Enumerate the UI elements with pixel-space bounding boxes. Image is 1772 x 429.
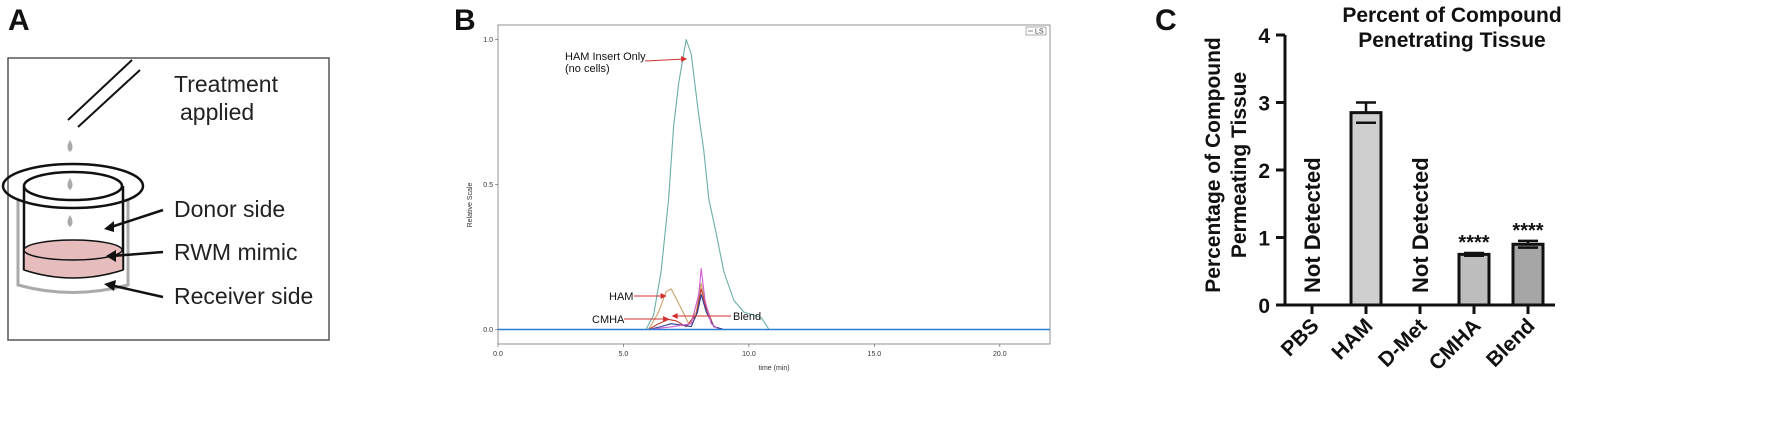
panel-c-label: C (1155, 4, 1177, 37)
arrowhead-icon (681, 56, 688, 62)
rwm-membrane-top (23, 239, 123, 261)
significance-label: **** (1512, 220, 1543, 242)
chromatogram-legend: LS (1025, 26, 1047, 36)
rwm-arrow (111, 250, 164, 258)
chart-title-line1: Percent of Compound (1342, 4, 1561, 27)
x-tick-label: PBS (1277, 314, 1324, 361)
insert-rim (1, 162, 145, 210)
chart-title-line2: Penetrating Tissue (1358, 29, 1546, 52)
panel-b-label: B (454, 4, 476, 37)
y-axis-label: Relative Scale (467, 183, 474, 228)
receiver-well (16, 200, 130, 294)
series-line-4 (498, 268, 1050, 331)
annotation-insert-line1: HAM Insert Only (565, 51, 646, 63)
insert-opening (22, 170, 124, 202)
arrowhead-icon (663, 316, 670, 322)
treatment-label-line1: Treatment (174, 71, 279, 97)
series-line-1 (498, 282, 1050, 331)
y-axis-label-line1: Percentage of Compound (1202, 37, 1225, 293)
x-tick-label: D-Met (1374, 314, 1432, 372)
y-tick-label: 0 (1258, 295, 1270, 318)
arrowhead-icon (106, 250, 116, 262)
y-tick-label: 2 (1258, 160, 1270, 183)
x-tick-label: 0.0 (493, 351, 503, 358)
y-tick-label: 4 (1258, 25, 1270, 48)
annotation-blend: Blend (733, 311, 761, 323)
receiver-arrow (109, 283, 164, 299)
drop-icon (67, 178, 73, 190)
bar-cmha (1457, 252, 1491, 307)
x-tick-label: 20.0 (993, 351, 1007, 358)
x-tick-label: CMHA (1425, 314, 1486, 375)
not-detected-label: Not Detected (1408, 157, 1433, 293)
chromatogram-chart: LS Relative Scale time (min) 0.0 5.0 10.0 1… (467, 24, 1051, 372)
arrowhead-icon (660, 293, 667, 299)
y-tick-label: 0.0 (483, 327, 493, 334)
panel-a-label: A (8, 4, 30, 37)
receiver-label: Receiver side (174, 283, 313, 309)
annotation-ham: HAM (609, 291, 633, 303)
donor-arrow (107, 208, 164, 230)
x-tick-label: 15.0 (868, 351, 882, 358)
arrowhead-icon (104, 280, 116, 291)
x-tick-label: 5.0 (619, 351, 629, 358)
arrowhead-icon (671, 313, 678, 319)
not-detected-label: Not Detected (1300, 157, 1325, 293)
legend-box (1025, 26, 1047, 36)
significance-label: **** (1458, 232, 1489, 254)
series-line-2 (498, 288, 1050, 331)
pipette-line-right (77, 69, 141, 128)
series-line-3 (498, 294, 1050, 331)
pipette-line-left (67, 59, 133, 121)
drop-icon (67, 215, 73, 227)
bar-blend (1511, 242, 1545, 307)
x-tick-label: HAM (1327, 314, 1377, 364)
annotation-arrow (644, 58, 686, 62)
rwm-label: RWM mimic (174, 239, 298, 265)
bar-chart: Percent of Compound Penetrating Tissue P… (1202, 4, 1562, 375)
donor-label: Donor side (174, 196, 285, 222)
y-axis-label-line2: Permeating Tissue (1228, 72, 1251, 258)
treatment-label-line2: applied (180, 99, 254, 125)
arrowhead-icon (104, 221, 114, 232)
annotation-cmha: CMHA (592, 314, 625, 326)
y-tick-label: 1.0 (483, 37, 493, 44)
series-line-0 (498, 38, 1050, 331)
legend-entry: LS (1035, 29, 1044, 36)
annotation-insert-line2: (no cells) (565, 63, 610, 75)
diagram: Treatment applied Donor side RWM mimic R… (1, 57, 330, 341)
drop-icon (67, 140, 73, 152)
x-tick-label: 10.0 (742, 351, 756, 358)
y-tick-label: 0.5 (483, 182, 493, 189)
x-axis-label: time (min) (758, 365, 789, 372)
y-tick-label: 1 (1258, 228, 1270, 251)
y-tick-label: 3 (1258, 93, 1270, 116)
x-tick-label: Blend (1482, 314, 1540, 372)
bar-ham (1349, 111, 1383, 307)
